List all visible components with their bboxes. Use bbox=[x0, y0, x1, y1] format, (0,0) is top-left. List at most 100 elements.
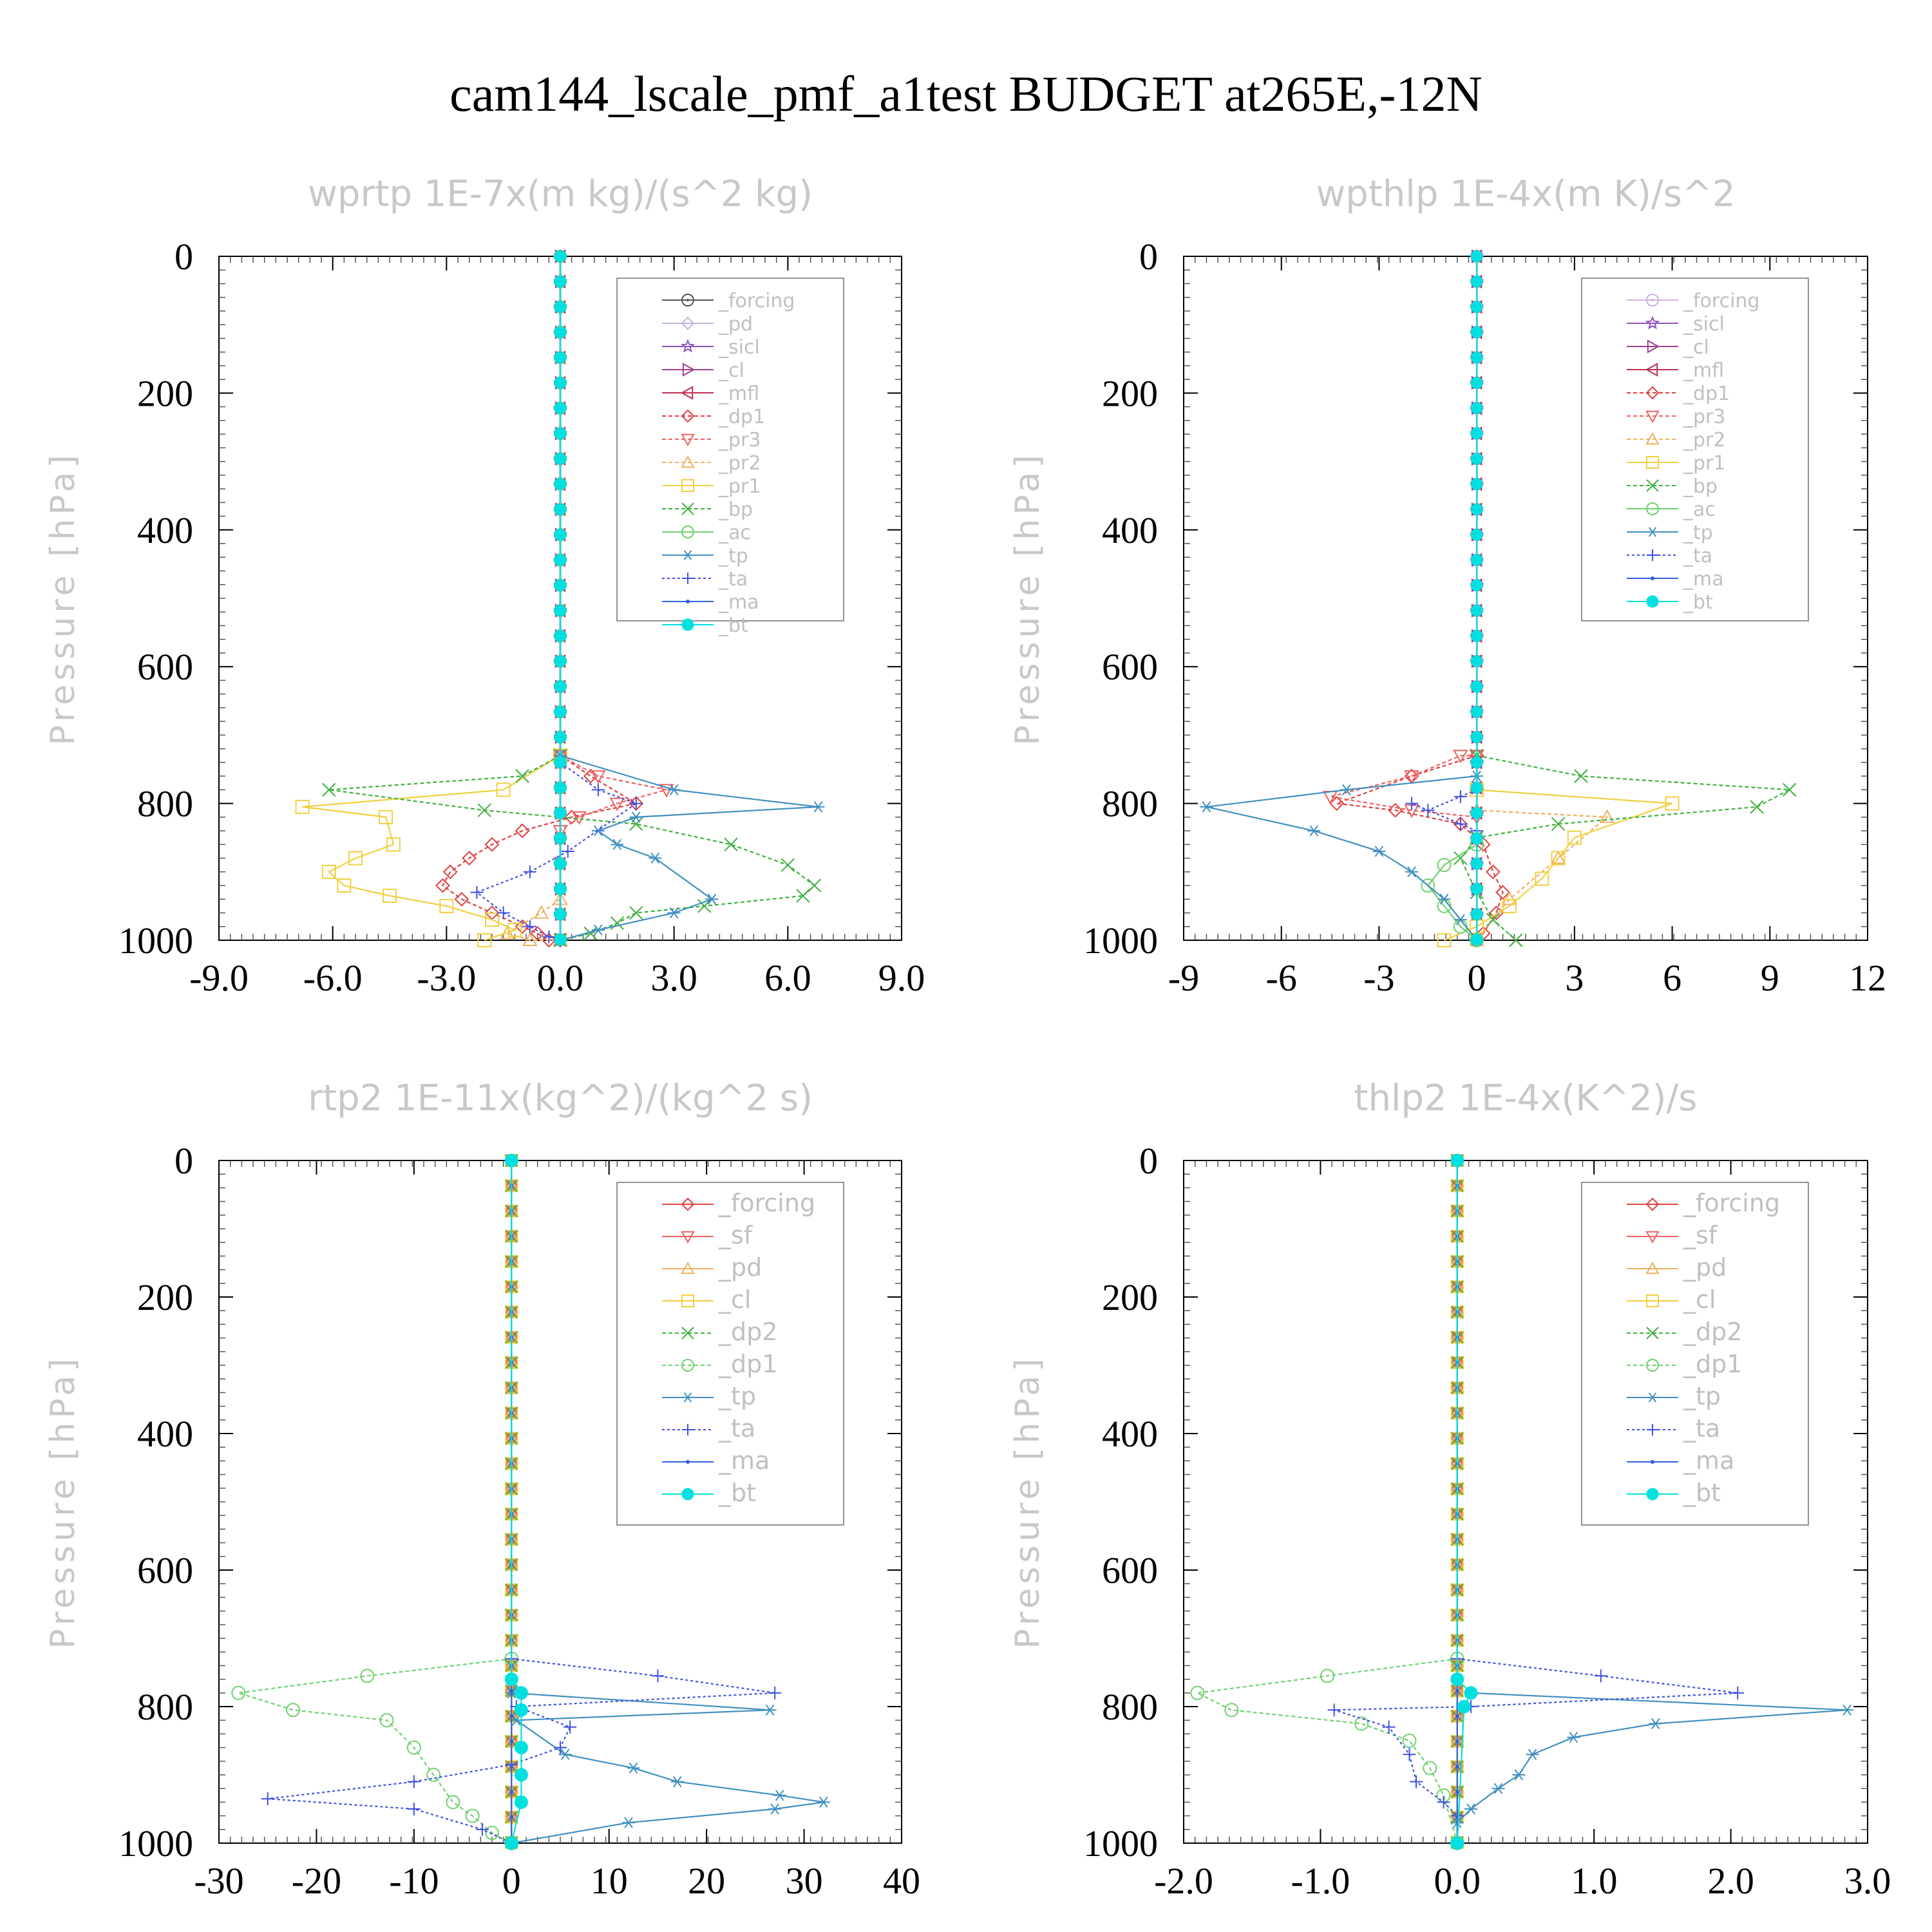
x-tick-label: -10 bbox=[389, 1860, 439, 1902]
series-point bbox=[561, 844, 574, 858]
series-point bbox=[1470, 680, 1483, 693]
series-point-shape bbox=[386, 837, 401, 852]
series-point bbox=[554, 680, 567, 693]
x-tick-label: -30 bbox=[194, 1860, 243, 1902]
legend-entry: _ta bbox=[662, 1414, 755, 1443]
series-point-shape bbox=[1750, 800, 1764, 814]
series-point-shape bbox=[1470, 908, 1483, 921]
series-point bbox=[337, 878, 352, 893]
series-point bbox=[1486, 864, 1501, 880]
series-point-shape bbox=[1470, 528, 1483, 541]
legend-entry: _pr1 bbox=[662, 475, 761, 498]
series-point-shape bbox=[337, 878, 352, 893]
series-point bbox=[610, 916, 625, 931]
legend-entry: _dp2 bbox=[662, 1318, 777, 1346]
series-point bbox=[1841, 1704, 1854, 1716]
series-point bbox=[1405, 866, 1418, 878]
series-line bbox=[302, 755, 561, 942]
series-point bbox=[768, 1803, 782, 1815]
series-point bbox=[554, 452, 567, 465]
series-point bbox=[407, 1803, 421, 1815]
series-point bbox=[1402, 1734, 1417, 1748]
y-axis-label: Pressure [hPa] bbox=[1009, 451, 1047, 746]
series-point-shape bbox=[1567, 1732, 1580, 1743]
series-point-shape bbox=[504, 1672, 518, 1687]
series-point-shape bbox=[514, 1703, 528, 1717]
legend-swatch-marker-shape bbox=[1646, 456, 1659, 469]
series-point-shape bbox=[1470, 933, 1483, 946]
series-point bbox=[1455, 1714, 1459, 1718]
legend-swatch-marker-shape bbox=[1645, 363, 1658, 377]
series-point-shape bbox=[1512, 1769, 1526, 1781]
series-point-shape bbox=[1470, 250, 1483, 263]
series-point-shape bbox=[406, 1740, 421, 1755]
legend-label: _ma bbox=[718, 591, 759, 614]
series-point bbox=[817, 1796, 830, 1808]
series-point bbox=[554, 402, 567, 415]
series-point bbox=[1470, 832, 1483, 845]
series-point bbox=[1329, 796, 1345, 811]
series-point bbox=[1437, 933, 1452, 947]
series-point-shape bbox=[383, 888, 397, 903]
series-point bbox=[462, 851, 477, 866]
series-point-shape bbox=[515, 823, 530, 838]
series-point-shape bbox=[1470, 604, 1483, 617]
series-point-shape bbox=[515, 769, 529, 783]
legend-swatch-marker-center bbox=[1651, 299, 1654, 301]
x-tick-label: -9.0 bbox=[189, 957, 249, 999]
series-point bbox=[724, 837, 738, 852]
series-point bbox=[629, 905, 643, 920]
series-point bbox=[763, 1704, 777, 1716]
legend-entry: _ta bbox=[1627, 1414, 1720, 1443]
legend-swatch-marker-shape bbox=[680, 339, 696, 353]
legend-label: _tp bbox=[1683, 522, 1713, 544]
x-tick-label: -1.0 bbox=[1291, 1860, 1350, 1902]
series-point bbox=[407, 1775, 421, 1788]
series-point-shape bbox=[321, 864, 336, 879]
series-point-shape bbox=[477, 933, 492, 947]
series-point bbox=[1470, 781, 1483, 794]
series-bt bbox=[1450, 1153, 1478, 1850]
legend-swatch-marker bbox=[1645, 431, 1660, 445]
series-point-shape bbox=[533, 905, 549, 919]
legend-swatch-marker bbox=[1646, 1294, 1659, 1307]
series-line bbox=[505, 898, 561, 942]
legend-entry: _dp2 bbox=[1627, 1318, 1742, 1346]
legend-label: _forcing bbox=[718, 1189, 815, 1217]
series-point-shape bbox=[697, 899, 712, 913]
series-point bbox=[1372, 846, 1386, 857]
series-point-shape bbox=[1405, 797, 1418, 810]
legend-entry: _dp1 bbox=[1627, 383, 1730, 405]
series-point bbox=[1340, 784, 1353, 795]
series-point-shape bbox=[807, 878, 822, 893]
series-point bbox=[1200, 801, 1213, 813]
y-tick-label: 600 bbox=[1102, 646, 1158, 688]
series-point bbox=[465, 1808, 480, 1823]
series-point bbox=[1382, 1720, 1396, 1734]
series-point-shape bbox=[514, 1795, 528, 1809]
series-point-shape bbox=[1782, 782, 1797, 797]
legend: _forcing_pd_sicl_cl_mfl_dp1_pr3_pr2_pr1_… bbox=[616, 278, 844, 637]
series-point bbox=[1567, 1732, 1580, 1743]
legend-entry: _mfl bbox=[1627, 359, 1724, 382]
series-point bbox=[484, 837, 500, 852]
series-point bbox=[554, 301, 567, 314]
x-tick-label: 2.0 bbox=[1707, 1860, 1754, 1902]
legend-entry: _dp1 bbox=[662, 406, 765, 428]
legend-entry: _bp bbox=[1627, 475, 1718, 498]
series-point-shape bbox=[470, 886, 484, 899]
series-point bbox=[1404, 770, 1419, 784]
series-point-shape bbox=[1320, 1669, 1335, 1683]
series-point bbox=[1551, 817, 1566, 831]
series-point bbox=[523, 920, 536, 933]
series-point bbox=[591, 924, 605, 936]
series-point-shape bbox=[1455, 1790, 1459, 1794]
x-tick-label: -6 bbox=[1266, 957, 1297, 999]
legend-swatch-marker bbox=[681, 1359, 694, 1372]
x-tick-label: -20 bbox=[292, 1860, 341, 1902]
x-tick-label: 9 bbox=[1761, 957, 1779, 999]
x-tick-label: 0 bbox=[1468, 957, 1486, 999]
legend-swatch-marker bbox=[1646, 502, 1659, 515]
y-tick-label: 600 bbox=[137, 646, 193, 688]
legend-swatch-marker-shape bbox=[1645, 410, 1660, 424]
